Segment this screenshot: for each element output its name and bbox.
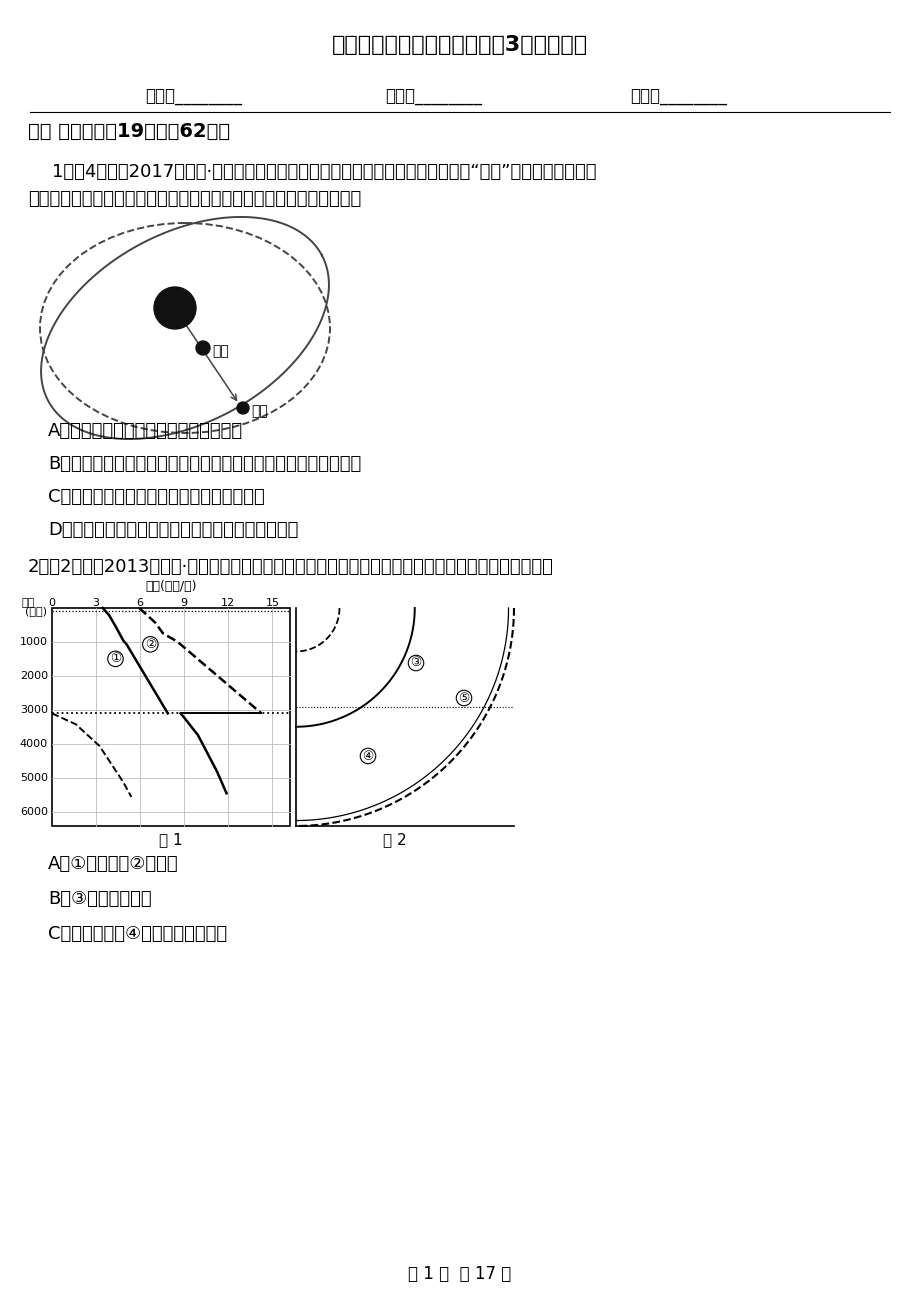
- Text: C．地震波传到④界面时，横波消失: C．地震波传到④界面时，横波消失: [48, 924, 227, 943]
- Text: D．在地球上可以用肉眼直接观测到该行星凌日现象: D．在地球上可以用肉眼直接观测到该行星凌日现象: [48, 521, 298, 539]
- Text: 天体: 天体: [251, 404, 267, 418]
- Text: A．①为纵波，②为横波: A．①为纵波，②为横波: [48, 855, 178, 874]
- Circle shape: [196, 341, 210, 355]
- Circle shape: [237, 402, 249, 414]
- Bar: [52, 608, 289, 825]
- Text: ①: ①: [109, 652, 121, 665]
- Text: B．当行星运行到太阳和观测天体之间时，不一定会发生行星凌日: B．当行星运行到太阳和观测天体之间时，不一定会发生行星凌日: [48, 454, 361, 473]
- Circle shape: [153, 286, 196, 329]
- Text: 江苏省南通市高一下学期地理3月月考试卷: 江苏省南通市高一下学期地理3月月考试卷: [332, 35, 587, 55]
- Text: 象称为行星凌日。读行星凌日发生示意图，下列说法正确的是（　　）: 象称为行星凌日。读行星凌日发生示意图，下列说法正确的是（ ）: [28, 190, 361, 208]
- Text: 班级：________: 班级：________: [384, 89, 482, 105]
- Text: 深度: 深度: [22, 598, 35, 608]
- Text: 太阳: 太阳: [164, 293, 180, 307]
- Text: 行星: 行星: [211, 344, 229, 358]
- Text: 2000: 2000: [20, 671, 48, 681]
- Text: 1000: 1000: [20, 637, 48, 647]
- Text: 3000: 3000: [20, 706, 48, 715]
- Text: ⑤: ⑤: [458, 691, 469, 704]
- Text: 6000: 6000: [20, 807, 48, 818]
- Text: 图 2: 图 2: [383, 832, 406, 848]
- Text: 6: 6: [137, 598, 143, 608]
- Text: 成绩：________: 成绩：________: [630, 89, 726, 105]
- Text: ④: ④: [362, 750, 373, 763]
- Text: (千米): (千米): [25, 605, 47, 616]
- Text: 4000: 4000: [20, 740, 48, 749]
- Text: 3: 3: [93, 598, 99, 608]
- Text: B．③为古登堡界面: B．③为古登堡界面: [48, 891, 152, 907]
- Text: 图 1: 图 1: [159, 832, 183, 848]
- Text: ③: ③: [410, 656, 421, 669]
- Text: C．在地球上可以观察到金星凌日和火星凌日: C．在地球上可以观察到金星凌日和火星凌日: [48, 488, 265, 506]
- Text: 姓名：________: 姓名：________: [145, 89, 242, 105]
- Text: 9: 9: [180, 598, 187, 608]
- Text: 5000: 5000: [20, 773, 48, 784]
- Text: 2．（2分）（2013高一上·台州期中）读地震波速度和地球构造示意图，判断下列说法正确的是（　　）: 2．（2分）（2013高一上·台州期中）读地震波速度和地球构造示意图，判断下列说…: [28, 559, 553, 575]
- Text: A．只有地内行星才能发生行星凌日现象: A．只有地内行星才能发生行星凌日现象: [48, 422, 243, 440]
- Text: 1．（4分）（2017高二上·嘉兴月考）某一天体上看到行星如一颗小黑痣，从太阳“脸上”缓慢走过，这种现: 1．（4分）（2017高二上·嘉兴月考）某一天体上看到行星如一颗小黑痣，从太阳“…: [52, 163, 596, 181]
- Text: ②: ②: [144, 638, 156, 651]
- Text: 12: 12: [221, 598, 235, 608]
- Text: 速度(千米/秒): 速度(千米/秒): [145, 579, 197, 592]
- Text: 0: 0: [49, 598, 55, 608]
- Text: 第 1 页  共 17 页: 第 1 页 共 17 页: [408, 1266, 511, 1282]
- Text: 15: 15: [265, 598, 279, 608]
- Text: 一、 单选题（共19题；共62分）: 一、 单选题（共19题；共62分）: [28, 122, 230, 141]
